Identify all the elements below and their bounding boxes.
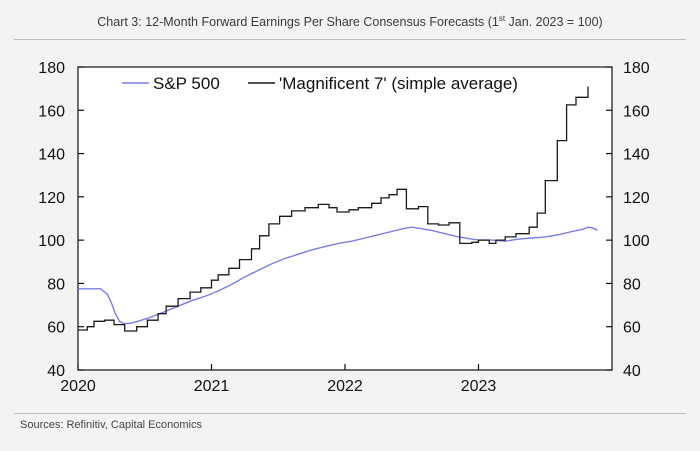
y-tick-label-right: 160 <box>623 103 650 120</box>
source-note: Sources: Refinitiv, Capital Economics <box>20 419 202 431</box>
y-tick-label-left: 80 <box>47 276 65 293</box>
top-rule <box>14 39 686 40</box>
series-line-sp500 <box>78 226 598 325</box>
y-tick-label-left: 40 <box>47 363 65 380</box>
bottom-rule <box>14 413 686 414</box>
y-tick-label-left: 180 <box>38 60 65 77</box>
y-tick-label-left: 60 <box>47 320 65 337</box>
y-tick-label-left: 160 <box>38 103 65 120</box>
plot-area: 40 60 80 100 120 140 160 180 40 60 80 100 120 140 160 1… <box>38 60 650 395</box>
y-tick-label-right: 40 <box>623 363 641 380</box>
x-tick-label: 2023 <box>461 378 497 395</box>
chart-title: Chart 3: 12-Month Forward Earnings Per S… <box>97 14 603 30</box>
plot-frame <box>77 66 613 371</box>
line-chart: 40 60 80 100 120 140 160 180 40 60 80 100 120 140 160 1… <box>38 60 650 395</box>
legend-item-sp500-label: S&P 500 <box>153 74 220 93</box>
y-tick-label-right: 180 <box>623 60 650 77</box>
y-tick-label-left: 140 <box>38 147 65 164</box>
legend-item-magnificent-7-label: 'Magnificent 7' (simple average) <box>279 74 518 93</box>
y-tick-label-left: 100 <box>38 233 65 250</box>
x-tick-label: 2022 <box>327 378 363 395</box>
x-tick-label: 2020 <box>60 378 96 395</box>
y-tick-label-right: 80 <box>623 276 641 293</box>
y-tick-label-right: 100 <box>623 233 650 250</box>
series-line-magnificent-7 <box>78 86 589 332</box>
y-tick-label-right: 120 <box>623 190 650 207</box>
y-tick-label-right: 60 <box>623 320 641 337</box>
x-tick-label: 2021 <box>194 378 230 395</box>
y-tick-label-right: 140 <box>623 147 650 164</box>
y-tick-label-left: 120 <box>38 190 65 207</box>
